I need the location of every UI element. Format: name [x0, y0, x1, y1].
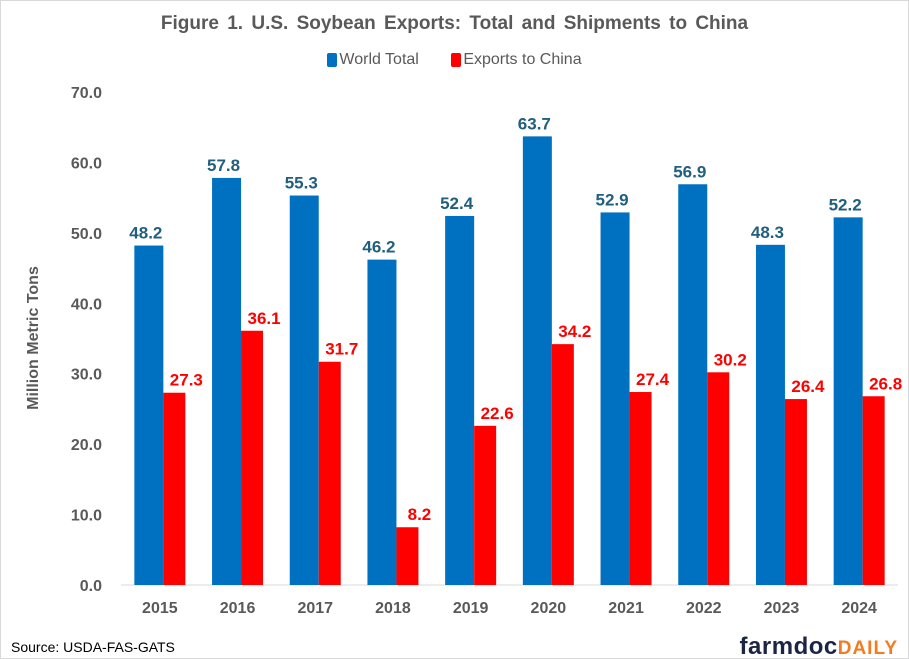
x-tick-label: 2019	[453, 600, 489, 617]
data-label: 31.7	[325, 340, 358, 359]
chart-title: Figure 1. U.S. Soybean Exports: Total an…	[160, 13, 749, 34]
bar-exports-china	[629, 392, 652, 585]
y-tick-label: 30.0	[71, 367, 102, 384]
y-tick-label: 20.0	[71, 437, 102, 454]
data-label: 56.9	[673, 162, 706, 181]
data-label: 46.2	[362, 238, 395, 257]
data-label: 52.4	[440, 194, 474, 213]
legend-item-exports-china: Exports to China	[451, 51, 582, 69]
y-tick-label: 10.0	[71, 508, 102, 525]
bar-world-total	[600, 212, 630, 585]
bar-world-total	[212, 177, 242, 585]
data-label: 8.2	[408, 505, 432, 524]
bar-world-total	[445, 215, 475, 585]
legend-item-world-total: World Total	[327, 51, 419, 69]
bar-exports-china	[163, 392, 186, 585]
source-note: Source: USDA-FAS-GATS	[11, 639, 175, 655]
data-label: 26.4	[791, 377, 825, 396]
legend-swatch-exports-china	[451, 53, 462, 67]
data-label: 63.7	[518, 114, 551, 133]
data-label: 30.2	[714, 350, 747, 369]
bar-exports-china	[241, 330, 264, 585]
bar-world-total	[522, 136, 552, 585]
data-label: 27.4	[636, 370, 670, 389]
legend-swatch-world-total	[327, 53, 338, 67]
x-tick-label: 2015	[142, 600, 178, 617]
x-tick-label: 2023	[764, 600, 800, 617]
bar-exports-china	[396, 527, 419, 585]
x-tick-label: 2018	[375, 600, 411, 617]
data-label: 48.3	[751, 223, 784, 242]
data-label: 55.3	[285, 174, 318, 193]
x-tick-label: 2020	[531, 600, 567, 617]
data-label: 52.2	[829, 195, 862, 214]
data-label: 48.2	[129, 224, 162, 243]
bar-exports-china	[784, 399, 807, 585]
bar-world-total	[367, 259, 397, 585]
data-label: 34.2	[558, 322, 591, 341]
y-tick-label: 60.0	[71, 155, 102, 172]
x-tick-label: 2016	[220, 600, 256, 617]
bar-world-total	[134, 245, 164, 585]
bar-world-total	[833, 217, 863, 585]
bar-exports-china	[474, 425, 497, 585]
legend: World Total Exports to China	[1, 51, 908, 72]
bar-exports-china	[862, 396, 885, 585]
y-tick-label: 70.0	[71, 85, 102, 102]
x-tick-label: 2021	[608, 600, 644, 617]
data-label: 57.8	[207, 156, 240, 175]
bar-world-total	[755, 244, 785, 585]
x-tick-label: 2017	[297, 600, 333, 617]
bar-world-total	[289, 195, 319, 585]
x-tick-label: 2024	[841, 600, 877, 617]
farmdoc-daily-logo: farmdocDAILY	[739, 633, 898, 659]
data-label: 22.6	[481, 404, 514, 423]
legend-label: Exports to China	[463, 51, 582, 68]
y-tick-label: 0.0	[80, 578, 102, 595]
data-label: 52.9	[596, 190, 629, 209]
y-tick-label: 50.0	[71, 226, 102, 243]
data-label: 26.8	[869, 374, 902, 393]
bar-exports-china	[707, 372, 730, 585]
bar-world-total	[678, 184, 708, 586]
y-tick-label: 40.0	[71, 296, 102, 313]
bar-exports-china	[551, 344, 574, 585]
data-label: 36.1	[248, 309, 281, 328]
data-label: 27.3	[170, 371, 203, 390]
x-tick-label: 2022	[686, 600, 722, 617]
bar-exports-china	[318, 361, 341, 585]
legend-label: World Total	[339, 51, 419, 68]
